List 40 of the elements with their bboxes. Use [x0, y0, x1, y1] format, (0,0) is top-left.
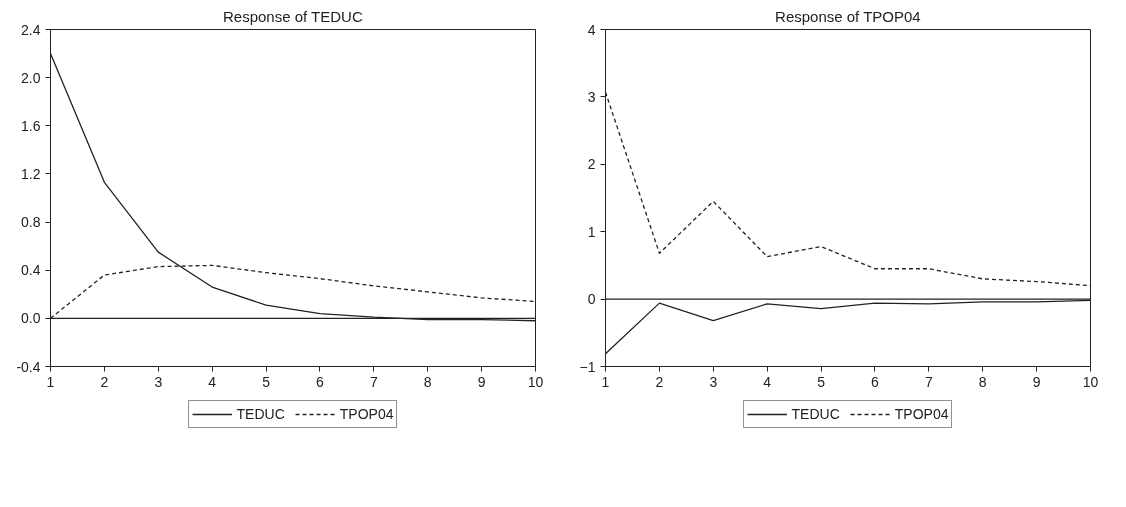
x-tick-label: 4 [763, 373, 772, 390]
x-tick-label: 5 [262, 373, 271, 390]
x-tick-label: 10 [1082, 373, 1099, 390]
x-tick-label: 7 [369, 373, 378, 390]
x-tick-label: 6 [316, 373, 325, 390]
chart-title: Response of TPOP04 [775, 7, 921, 25]
x-tick-label: 5 [817, 373, 826, 390]
x-tick-label: 6 [871, 373, 880, 390]
legend-label: TEDUC [236, 406, 285, 422]
y-tick-label: 0.4 [21, 262, 41, 279]
x-tick-label: 3 [709, 373, 718, 390]
y-tick-label: -0.4 [16, 358, 41, 375]
x-tick-label: 9 [477, 373, 486, 390]
x-tick-label: 2 [655, 373, 664, 390]
x-tick-label: 3 [154, 373, 163, 390]
x-tick-label: 8 [423, 373, 432, 390]
y-tick-label: 4 [587, 21, 596, 38]
x-tick-label: 9 [1032, 373, 1041, 390]
x-tick-label: 8 [978, 373, 987, 390]
y-tick-label: 2.0 [21, 69, 41, 86]
legend-label: TPOP04 [339, 406, 394, 422]
y-tick-label: 1 [587, 223, 596, 240]
y-tick-label: 1.2 [21, 165, 41, 182]
x-tick-label: 1 [46, 373, 55, 390]
chart-title: Response of TEDUC [222, 7, 363, 25]
legend-label: TPOP04 [894, 406, 949, 422]
y-tick-label: 0.8 [21, 214, 41, 231]
x-tick-label: 7 [924, 373, 933, 390]
x-tick-label: 1 [601, 373, 610, 390]
y-tick-label: 0.0 [21, 310, 41, 327]
legend-label: TEDUC [791, 406, 840, 422]
y-tick-label: 3 [587, 88, 596, 105]
x-tick-label: 10 [527, 373, 544, 390]
y-tick-label: 2 [587, 156, 596, 173]
x-tick-label: 4 [208, 373, 217, 390]
x-tick-label: 2 [100, 373, 109, 390]
y-tick-label: 0 [587, 291, 596, 308]
y-tick-label: −1 [579, 358, 596, 375]
y-tick-label: 2.4 [21, 21, 41, 38]
y-tick-label: 1.6 [21, 117, 41, 134]
